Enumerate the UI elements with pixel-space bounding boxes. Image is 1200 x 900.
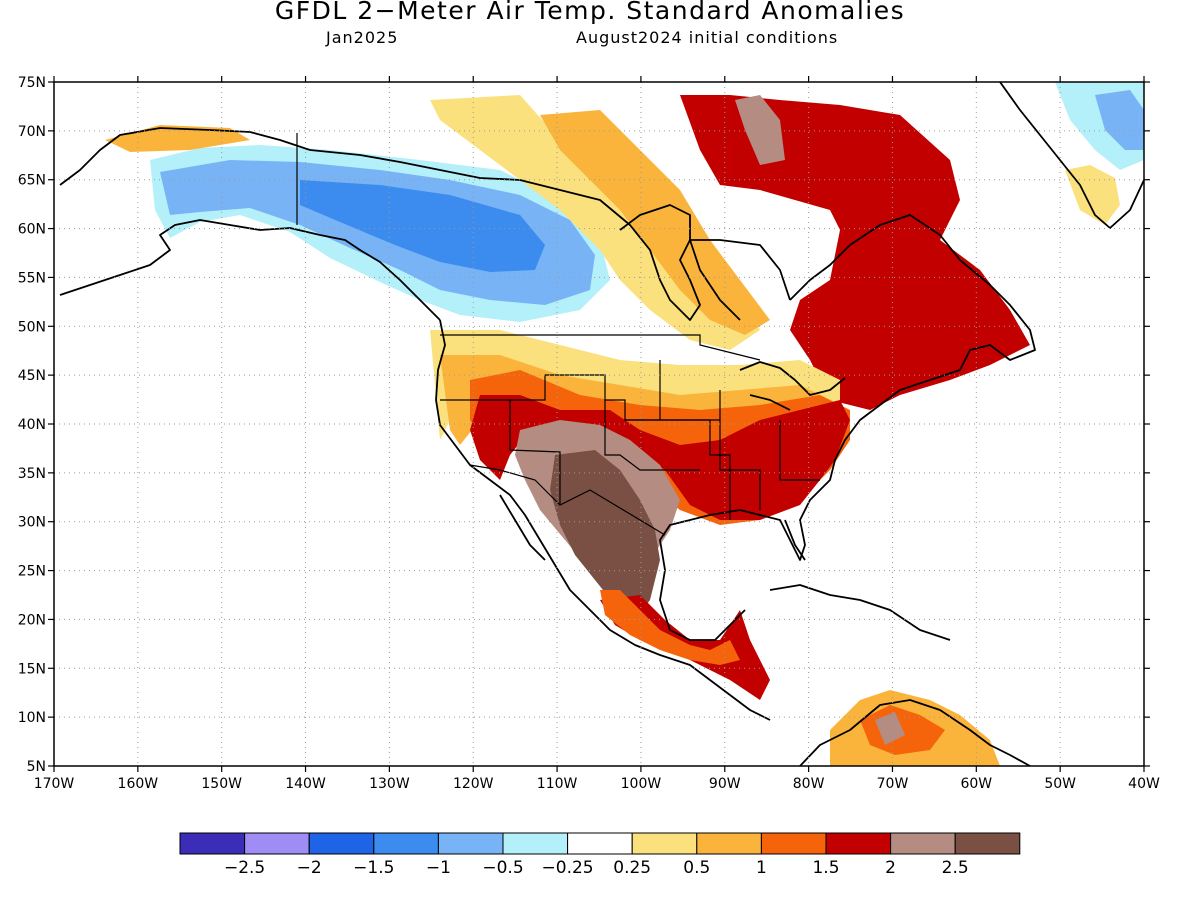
longitude-label: 110W [537, 776, 578, 792]
longitude-label: 70W [877, 776, 909, 792]
axis-ticks [48, 76, 1150, 772]
anomaly-region-greenland-core [1095, 90, 1144, 150]
longitude-label: 60W [960, 776, 992, 792]
latitude-label: 55N [18, 270, 46, 286]
latitude-label: 40N [18, 417, 46, 433]
grid-lines [54, 82, 1144, 766]
anomaly-region-greenland-warm [1065, 165, 1120, 225]
colorbar-label: 2 [885, 858, 896, 878]
colorbar-swatch [308, 832, 375, 855]
latitude-label: 15N [18, 661, 46, 677]
colorbar-label: 1 [756, 858, 767, 878]
colorbar-label: 0.25 [613, 858, 651, 878]
longitude-label: 80W [793, 776, 825, 792]
initial-conditions: August2024 initial conditions [576, 28, 839, 47]
colorbar-label: −1 [426, 858, 451, 878]
colorbar-swatch [567, 832, 633, 855]
colorbar-label: 0.5 [683, 858, 710, 878]
anomaly-region-mexico [550, 450, 660, 620]
latitude-label: 60N [18, 222, 46, 238]
political-borders [296, 133, 820, 536]
longitude-label: 100W [621, 776, 662, 792]
latitude-label: 70N [18, 124, 46, 140]
anomaly-region-central-america-orange [600, 590, 740, 665]
colorbar-swatch [696, 832, 762, 855]
latitude-label: 20N [18, 612, 46, 628]
longitude-label: 120W [453, 776, 494, 792]
latitude-labels: 75N 70N 65N 60N 55N 50N 45N 40N 35N 30N 25N 20N 15N 1… [18, 75, 46, 775]
colorbar-label: −0.5 [482, 858, 523, 878]
colorbar-swatch [179, 832, 246, 855]
latitude-label: 65N [18, 173, 46, 189]
latitude-label: 10N [18, 710, 46, 726]
longitude-labels: 170W 160W 150W 140W 130W 120W 110W 100W 90W 80W 70… [34, 776, 1160, 792]
anomaly-region-canada-core [300, 180, 545, 272]
colorbar-swatch [825, 832, 892, 855]
anomaly-region-hudson-core [540, 110, 770, 335]
colorbar-swatch [890, 832, 956, 855]
latitude-label: 5N [27, 759, 46, 775]
latitude-label: 25N [18, 564, 46, 580]
anomaly-shading [105, 82, 1144, 766]
longitude-label: 170W [34, 776, 75, 792]
colorbar-label: 2.5 [942, 858, 969, 878]
longitude-label: 130W [369, 776, 410, 792]
colorbar-label: 1.5 [812, 858, 839, 878]
anomaly-region-venezuela-brown [875, 712, 905, 745]
coastlines [59, 82, 1144, 766]
colorbar-swatch [502, 832, 569, 855]
colorbar-swatch [760, 832, 827, 855]
latitude-label: 45N [18, 368, 46, 384]
colorbar-swatch [244, 832, 310, 855]
longitude-label: 150W [201, 776, 242, 792]
colorbar-swatch [954, 832, 1021, 855]
longitude-label: 160W [118, 776, 159, 792]
latitude-label: 35N [18, 466, 46, 482]
colorbar-label: −2.5 [224, 858, 265, 878]
latitude-label: 50N [18, 319, 46, 335]
longitude-label: 40W [1128, 776, 1160, 792]
map-title: GFDL 2−Meter Air Temp. Standard Anomalie… [274, 0, 906, 25]
colorbar-label: −2 [297, 858, 322, 878]
longitude-label: 90W [709, 776, 741, 792]
latitude-label: 30N [18, 515, 46, 531]
colorbar-label: −0.25 [542, 858, 594, 878]
anomaly-region-quebec-labrador [680, 95, 1030, 410]
colorbar-swatch [373, 832, 439, 855]
anomaly-region-baffin-brown [735, 95, 785, 165]
colorbar-swatch [631, 832, 698, 855]
colorbar-label: −1.5 [353, 858, 394, 878]
colorbar [179, 832, 1021, 855]
colorbar-labels: −2.5 −2 −1.5 −1 −0.5 −0.25 0.25 0.5 1 1.5 2 2.5 [224, 858, 969, 878]
colorbar-swatch [437, 832, 504, 855]
latitude-label: 75N [18, 75, 46, 91]
forecast-month: Jan2025 [326, 28, 399, 47]
longitude-label: 50W [1044, 776, 1076, 792]
longitude-label: 140W [285, 776, 326, 792]
